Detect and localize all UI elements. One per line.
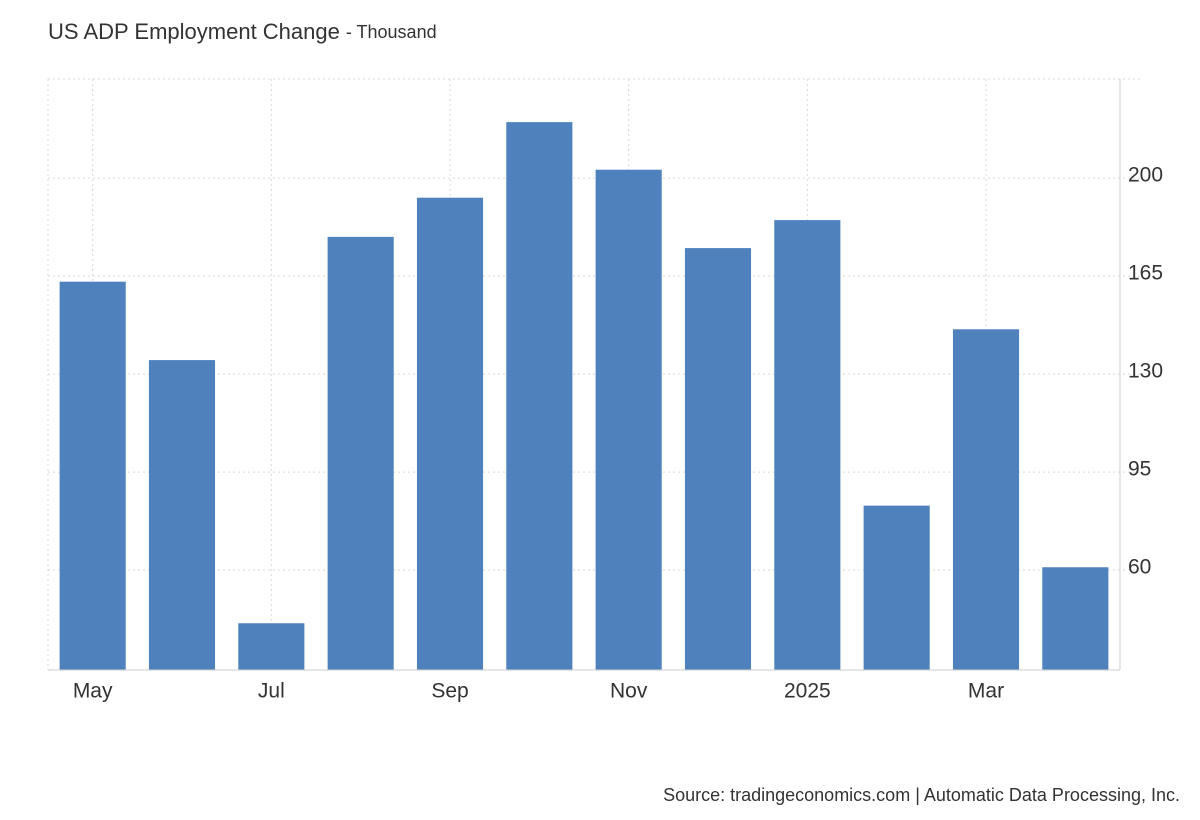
- y-tick-label: 200: [1128, 164, 1163, 187]
- bar: [238, 623, 305, 670]
- subtitle: - Thousand: [346, 22, 437, 42]
- bar: [774, 220, 841, 671]
- x-tick-label: Jul: [258, 680, 285, 703]
- bar: [506, 122, 573, 671]
- bar: [863, 505, 930, 670]
- bar: [59, 281, 126, 670]
- bar: [416, 197, 484, 671]
- y-tick-label: 165: [1128, 262, 1163, 285]
- bar: [327, 236, 394, 670]
- y-tick-label: 60: [1128, 556, 1151, 579]
- x-tick-label: Mar: [968, 680, 1004, 703]
- source: Source: tradingeconomics.com | Automatic…: [663, 785, 1180, 805]
- bar: [952, 329, 1020, 670]
- bar: [684, 248, 752, 670]
- bar: [595, 169, 662, 671]
- x-tick-label: Sep: [431, 680, 468, 703]
- bar: [148, 360, 216, 670]
- x-tick-label: Nov: [610, 680, 648, 703]
- title: US ADP Employment Change: [48, 19, 340, 44]
- chart-title: US ADP Employment Change - Thousand: [48, 19, 437, 44]
- bar: [1042, 567, 1109, 670]
- x-tick-label: 2025: [784, 680, 831, 703]
- x-tick-label: May: [73, 680, 113, 703]
- y-tick-label: 95: [1128, 458, 1151, 481]
- y-tick-label: 130: [1128, 360, 1163, 383]
